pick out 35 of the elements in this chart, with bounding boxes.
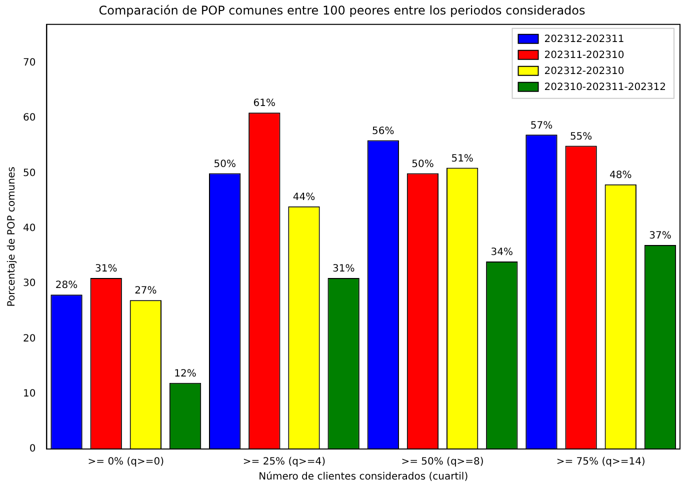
data-label: 37% (649, 230, 672, 242)
y-tick-label: 20 (22, 333, 36, 344)
data-label: 31% (94, 264, 118, 275)
data-label: 57% (530, 120, 553, 132)
x-tick-label: >= 0% (q>=0) (88, 456, 164, 468)
legend-label: 202311-202310 (544, 50, 624, 61)
y-axis-title: Porcentaje de POP comunes (6, 166, 18, 307)
y-tick-label: 30 (22, 278, 36, 290)
legend-label: 202312-202311 (544, 34, 624, 45)
legend-label: 202312-202310 (544, 66, 624, 77)
data-label: 12% (174, 368, 196, 380)
y-tick-label: 40 (22, 223, 36, 234)
x-tick-label: >= 50% (q>=8) (401, 456, 484, 468)
data-label: 61% (253, 98, 276, 110)
data-label: 50% (412, 158, 434, 170)
y-tick-label: 10 (22, 388, 36, 400)
data-label: 31% (332, 264, 355, 275)
data-label: 50% (214, 158, 236, 170)
data-label: 34% (490, 247, 514, 258)
x-axis-title: Número de clientes considerados (cuartil) (258, 472, 468, 483)
data-label: 51% (451, 153, 474, 164)
data-label: 48% (610, 170, 632, 181)
data-label: 27% (134, 286, 157, 297)
y-tick-label: 0 (29, 444, 36, 455)
y-tick-label: 70 (22, 58, 36, 69)
x-tick-label: >= 75% (q>=14) (556, 456, 646, 468)
x-tick-label: >= 25% (q>=4) (242, 456, 326, 468)
chart-title: Comparación de POP comunes entre 100 peores entre los periodos considerados (98, 3, 586, 18)
data-label: 55% (570, 131, 592, 142)
data-label: 44% (292, 192, 316, 203)
y-tick-label: 50 (22, 168, 36, 179)
y-tick-label: 60 (22, 112, 36, 124)
data-label: 28% (55, 280, 78, 292)
legend-label: 202310-202311-202312 (544, 82, 666, 93)
data-label: 56% (372, 126, 394, 137)
